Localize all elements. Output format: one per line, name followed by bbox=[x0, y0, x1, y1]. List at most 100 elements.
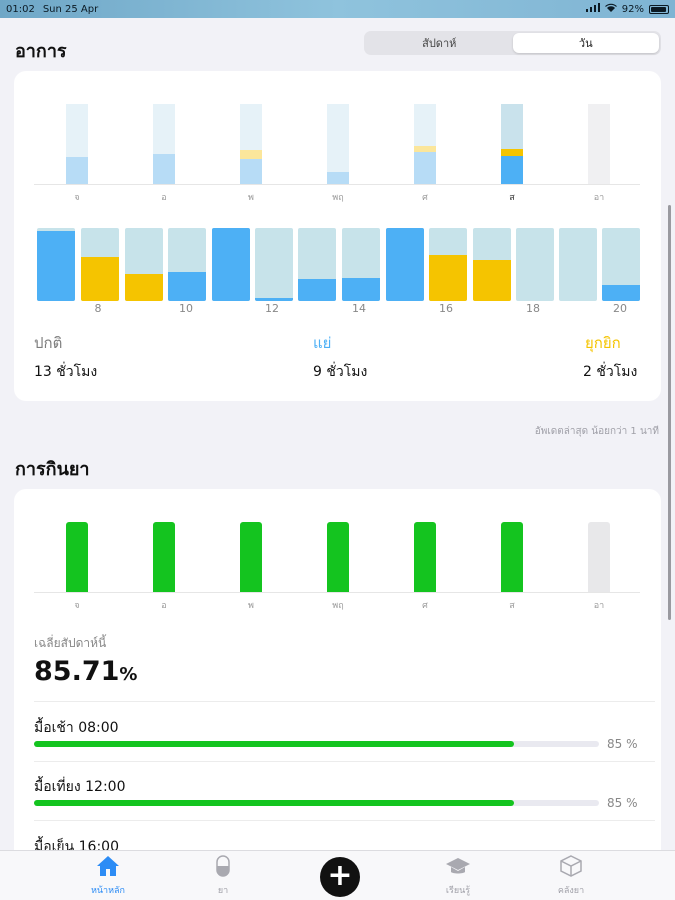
signal-icon bbox=[585, 3, 600, 15]
weekly-symptom-bar bbox=[153, 104, 175, 184]
meal-lunch-percent: 85 % bbox=[607, 796, 638, 810]
weekly-symptom-day-label: อ bbox=[161, 193, 167, 203]
box-icon bbox=[559, 855, 583, 881]
hourly-symptom-bar bbox=[559, 228, 597, 301]
weekly-symptom-bad-segment bbox=[501, 156, 523, 184]
weekly-symptom-dyskinesia-segment bbox=[414, 146, 436, 152]
tab-storage[interactable]: คลังยา bbox=[531, 855, 611, 897]
hourly-bad-fill bbox=[37, 231, 75, 301]
hourly-symptom-bar bbox=[37, 228, 75, 301]
legend-bad-value: 9 ชั่วโมง bbox=[313, 364, 368, 380]
weekly-symptom-dyskinesia-segment bbox=[501, 149, 523, 156]
hourly-bad-fill bbox=[602, 285, 640, 301]
hourly-axis-label: 8 bbox=[94, 302, 102, 315]
hourly-symptom-bar bbox=[386, 228, 424, 301]
weekly-symptom-day-label: อา bbox=[593, 193, 605, 203]
hourly-symptom-bar bbox=[298, 228, 336, 301]
weekly-symptom-bad-segment bbox=[240, 159, 262, 184]
weekly-symptom-bar bbox=[327, 104, 349, 184]
tab-learn[interactable]: เรียนรู้ bbox=[418, 855, 498, 897]
weekly-symptom-bar bbox=[501, 104, 523, 184]
weekly-medication-bar bbox=[501, 522, 523, 592]
wifi-icon bbox=[604, 3, 617, 15]
medication-day-label: ศ bbox=[422, 601, 428, 611]
medication-day-label: อา bbox=[593, 601, 605, 611]
weekly-medication-bar bbox=[153, 522, 175, 592]
weekly-symptom-bad-segment bbox=[153, 154, 175, 184]
weekly-symptom-day-label: ศ bbox=[422, 193, 428, 203]
add-button[interactable]: + bbox=[320, 857, 360, 897]
meal-lunch-progress bbox=[34, 800, 599, 806]
status-time: 01:02 bbox=[6, 3, 35, 15]
hourly-dyskinesia-fill bbox=[429, 255, 467, 301]
medication-day-label: พ bbox=[248, 601, 254, 611]
weekly-symptom-dyskinesia-segment bbox=[240, 150, 262, 159]
status-bar: 01:02 Sun 25 Apr 92% bbox=[0, 0, 675, 18]
last-updated-text: อัพเดตล่าสุด น้อยกว่า 1 นาที bbox=[534, 426, 659, 437]
hourly-axis-label: 18 bbox=[526, 302, 540, 315]
weekly-medication-bar bbox=[414, 522, 436, 592]
hourly-dyskinesia-fill bbox=[125, 274, 163, 301]
tab-medicine[interactable]: ยา bbox=[183, 855, 263, 897]
medication-title: การกินยา bbox=[15, 459, 90, 480]
weekly-medication-bar bbox=[588, 522, 610, 592]
legend-dyskinesia-value: 2 ชั่วโมง bbox=[583, 364, 638, 380]
weekly-symptom-bad-segment bbox=[66, 157, 88, 184]
tab-home[interactable]: หน้าหลัก bbox=[68, 855, 148, 897]
meal-lunch-progress-fill bbox=[34, 800, 515, 806]
legend-dyskinesia-name: ยุกยิก bbox=[585, 334, 621, 352]
weekly-symptom-bar-bg bbox=[588, 104, 610, 184]
hourly-bad-fill bbox=[255, 298, 293, 301]
legend-normal-name: ปกติ bbox=[34, 334, 63, 352]
scrollbar[interactable] bbox=[668, 205, 671, 620]
symptoms-title: อาการ bbox=[15, 41, 67, 62]
medication-day-label: อ bbox=[161, 601, 167, 611]
weekly-symptom-bar bbox=[240, 104, 262, 184]
legend-bad-name: แย่ bbox=[313, 334, 332, 352]
weekly-medication-bar bbox=[327, 522, 349, 592]
hourly-axis-label: 16 bbox=[439, 302, 453, 315]
hourly-symptom-bar bbox=[473, 228, 511, 301]
period-segmented-control[interactable]: สัปดาห์ วัน bbox=[364, 31, 661, 55]
medication-axis-line bbox=[34, 592, 640, 593]
weekly-average-number: 85.71 bbox=[34, 656, 120, 687]
divider bbox=[34, 761, 655, 762]
medication-day-label: พฤ bbox=[332, 601, 344, 611]
divider bbox=[34, 820, 655, 821]
weekly-medication-bar bbox=[240, 522, 262, 592]
battery-percent: 92% bbox=[621, 3, 644, 15]
weekly-average-label: เฉลี่ยสัปดาห์นี้ bbox=[34, 636, 107, 650]
meal-lunch-label: มื้อเที่ยง 12:00 bbox=[34, 779, 126, 795]
weekly-average-value: 85.71% bbox=[34, 656, 137, 687]
weekly-symptom-day-label: ส bbox=[509, 193, 515, 203]
weekly-symptom-bar bbox=[66, 104, 88, 184]
medication-day-label: ส bbox=[509, 601, 515, 611]
hourly-bad-fill bbox=[168, 272, 206, 301]
legend-normal-value: 13 ชั่วโมง bbox=[34, 364, 98, 380]
battery-icon bbox=[649, 4, 669, 14]
weekly-symptom-bar-bg bbox=[327, 104, 349, 184]
hourly-bad-fill bbox=[386, 228, 424, 301]
weekly-symptom-day-label: พฤ bbox=[332, 193, 344, 203]
weekly-average-unit: % bbox=[119, 664, 138, 685]
hourly-symptom-bar bbox=[342, 228, 380, 301]
hourly-dyskinesia-fill bbox=[81, 257, 119, 301]
hourly-bad-fill bbox=[298, 279, 336, 301]
tab-learn-label: เรียนรู้ bbox=[445, 886, 471, 896]
weekly-symptom-day-label: พ bbox=[248, 193, 254, 203]
hourly-bad-fill bbox=[212, 228, 250, 301]
tab-storage-label: คลังยา bbox=[557, 886, 585, 896]
status-date: Sun 25 Apr bbox=[42, 3, 99, 15]
hourly-axis-label: 10 bbox=[179, 302, 193, 315]
meal-breakfast-label: มื้อเช้า 08:00 bbox=[34, 720, 119, 736]
tab-medicine-label: ยา bbox=[217, 886, 229, 896]
hourly-axis-label: 20 bbox=[613, 302, 627, 315]
graduation-cap-icon bbox=[445, 858, 471, 881]
segment-day[interactable]: วัน bbox=[512, 33, 659, 53]
hourly-bad-fill bbox=[342, 278, 380, 301]
meal-breakfast-progress-fill bbox=[34, 741, 515, 747]
weekly-symptom-day-label: จ bbox=[74, 193, 80, 203]
hourly-axis-label: 12 bbox=[265, 302, 279, 315]
tab-home-label: หน้าหลัก bbox=[90, 886, 126, 896]
segment-week[interactable]: สัปดาห์ bbox=[422, 37, 457, 50]
